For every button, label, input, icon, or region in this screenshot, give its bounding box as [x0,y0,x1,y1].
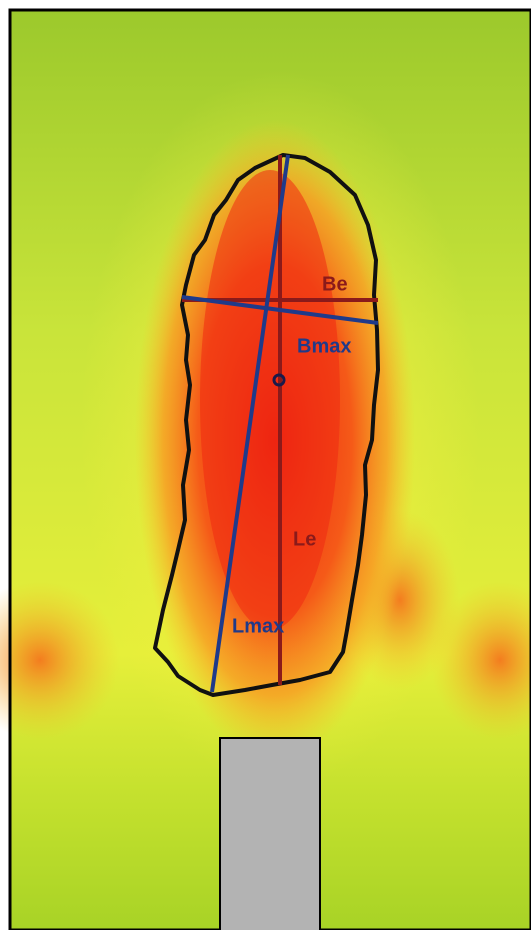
annotation: Le [293,528,316,550]
annotation: Bmax [297,335,351,357]
outline [153,153,380,697]
annotation: Be [322,273,348,295]
nozzle [219,737,321,930]
frame [8,8,531,930]
centroid [272,373,286,387]
annotation: Lmax [232,615,284,637]
bmax-line [181,295,379,325]
lmax-line [210,154,290,693]
